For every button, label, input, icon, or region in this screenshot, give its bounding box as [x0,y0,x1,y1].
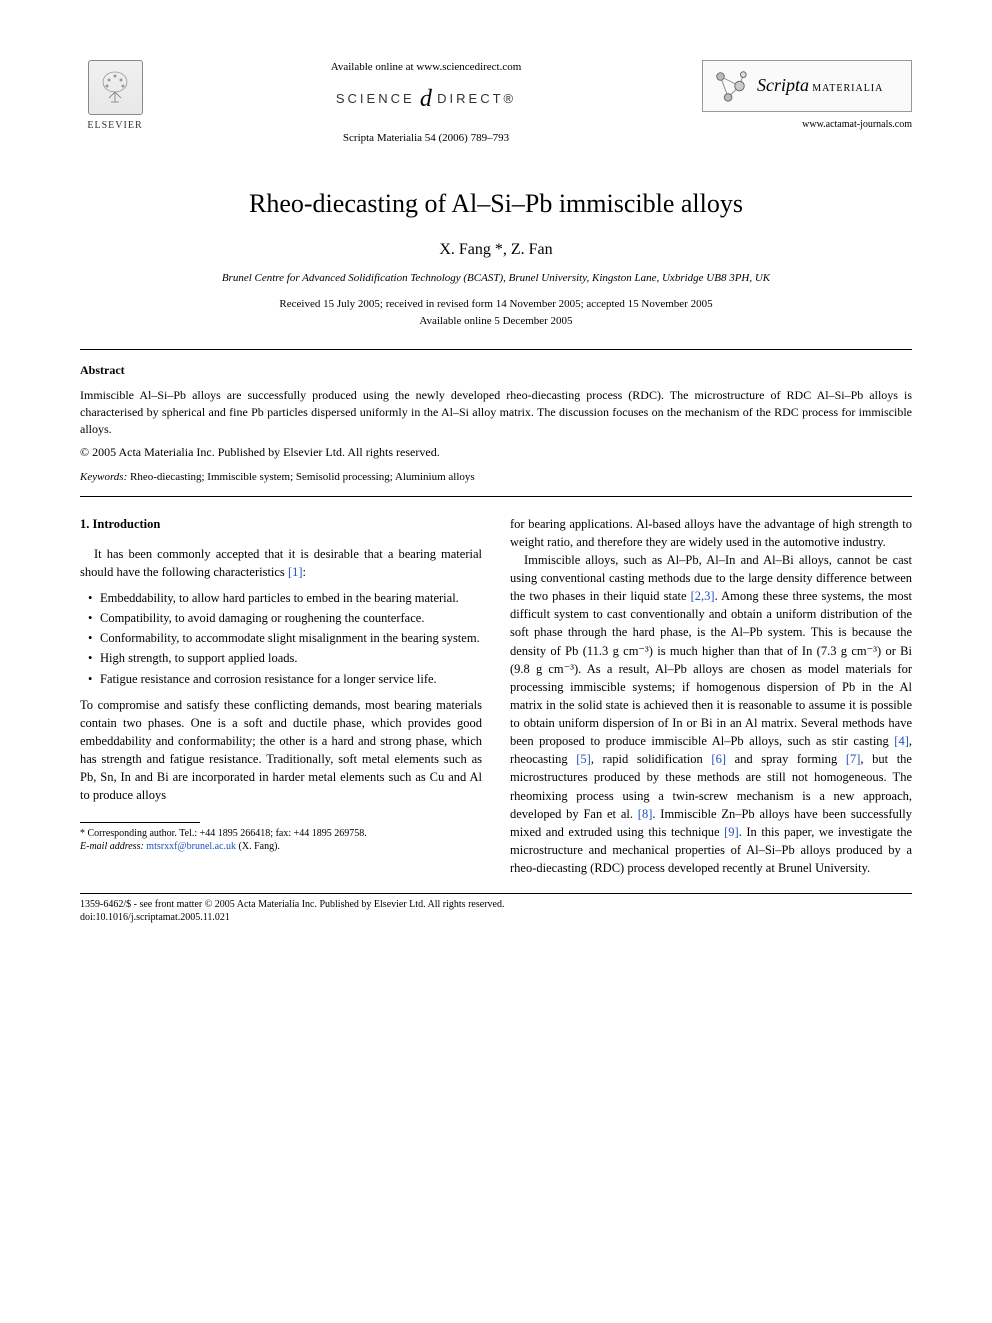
paragraph: It has been commonly accepted that it is… [80,545,482,581]
footer-line: 1359-6462/$ - see front matter © 2005 Ac… [80,898,912,911]
elsevier-label: ELSEVIER [87,119,142,133]
email-link[interactable]: mtsrxxf@brunel.ac.uk [144,841,236,852]
science-direct-logo: SCIENCE d DIRECT® [170,83,682,117]
citation-link[interactable]: [8] [638,807,653,821]
elsevier-tree-icon [88,60,143,115]
elsevier-logo: ELSEVIER [80,60,150,140]
keywords-line: Keywords: Rheo-diecasting; Immiscible sy… [80,470,912,485]
bullet-list: Embeddability, to allow hard particles t… [88,589,482,688]
scripta-main: Scripta [757,75,809,95]
citation-link[interactable]: [4] [894,734,909,748]
footnote-divider [80,822,200,823]
footer-line: doi:10.1016/j.scriptamat.2005.11.021 [80,911,912,924]
footnote: * Corresponding author. Tel.: +44 1895 2… [80,827,482,853]
paragraph: To compromise and satisfy these conflict… [80,696,482,805]
list-item: Conformability, to accommodate slight mi… [88,629,482,647]
divider [80,349,912,350]
page-header: ELSEVIER Available online at www.science… [80,60,912,146]
column-right: for bearing applications. Al-based alloy… [510,515,912,878]
footnote-line: * Corresponding author. Tel.: +44 1895 2… [80,827,482,840]
journal-logo-block: Scripta MATERIALIA www.actamat-journals.… [702,60,912,132]
scripta-sub: MATERIALIA [812,83,883,94]
journal-url: www.actamat-journals.com [802,118,912,132]
footnote-line: E-mail address: mtsrxxf@brunel.ac.uk (X.… [80,840,482,853]
list-item: Compatibility, to avoid damaging or roug… [88,609,482,627]
footnote-tail: (X. Fang). [236,841,280,852]
p-text: It has been commonly accepted that it is… [80,547,482,579]
list-item: High strength, to support applied loads. [88,649,482,667]
journal-reference: Scripta Materialia 54 (2006) 789–793 [170,131,682,146]
abstract-text: Immiscible Al–Si–Pb alloys are successfu… [80,387,912,437]
footnote-label: E-mail address: [80,841,144,852]
intro-heading: 1. Introduction [80,515,482,533]
abstract-heading: Abstract [80,362,912,379]
center-header: Available online at www.sciencedirect.co… [150,60,702,146]
paragraph: Immiscible alloys, such as Al–Pb, Al–In … [510,551,912,877]
affiliation: Brunel Centre for Advanced Solidificatio… [80,271,912,286]
citation-link[interactable]: [9] [724,825,739,839]
footer: 1359-6462/$ - see front matter © 2005 Ac… [80,898,912,924]
p-text: , rapid solidification [591,752,712,766]
divider [80,496,912,497]
citation-link[interactable]: [7] [846,752,861,766]
p-tail: : [303,565,306,579]
p-text: and spray forming [726,752,846,766]
dates-received: Received 15 July 2005; received in revis… [80,297,912,312]
article-title: Rheo-diecasting of Al–Si–Pb immiscible a… [80,186,912,222]
scripta-box: Scripta MATERIALIA [702,60,912,112]
citation-link[interactable]: [2,3] [691,589,715,603]
list-item: Fatigue resistance and corrosion resista… [88,670,482,688]
authors: X. Fang *, Z. Fan [80,239,912,261]
body-columns: 1. Introduction It has been commonly acc… [80,515,912,878]
citation-link[interactable]: [6] [711,752,726,766]
keywords-label: Keywords: [80,471,127,483]
sd-d-icon: d [420,83,432,117]
column-left: 1. Introduction It has been commonly acc… [80,515,482,878]
sd-left: SCIENCE [336,91,415,106]
dates-online: Available online 5 December 2005 [80,314,912,329]
scripta-icon [711,67,749,105]
citation-link[interactable]: [1] [288,565,303,579]
sd-right: DIRECT® [437,91,516,106]
p-text: . Among these three systems, the most di… [510,589,912,748]
paragraph: for bearing applications. Al-based alloy… [510,515,912,551]
footer-divider [80,893,912,894]
scripta-text: Scripta MATERIALIA [757,73,883,98]
citation-link[interactable]: [5] [576,752,591,766]
abstract-copyright: © 2005 Acta Materialia Inc. Published by… [80,444,912,461]
keywords-text: Rheo-diecasting; Immiscible system; Semi… [127,471,474,483]
available-online-text: Available online at www.sciencedirect.co… [170,60,682,75]
list-item: Embeddability, to allow hard particles t… [88,589,482,607]
